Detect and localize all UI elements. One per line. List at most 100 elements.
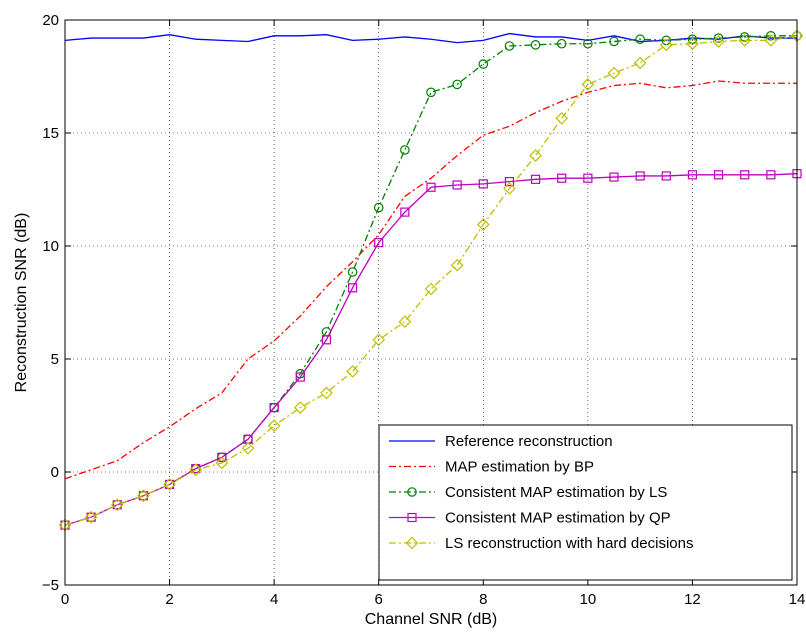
data-point [452, 79, 462, 90]
data-point [295, 372, 305, 382]
data-point [687, 34, 698, 45]
data-point [269, 402, 279, 413]
plot-frame [64, 19, 798, 586]
data-point [713, 33, 724, 43]
legend-label: Consistent MAP estimation by QP [445, 510, 671, 527]
series-5 [58, 29, 804, 532]
x-tick-label: 14 [789, 591, 806, 608]
legend-label: MAP estimation by BP [445, 459, 594, 476]
data-point [530, 40, 541, 50]
data-point [478, 59, 489, 69]
data-point [529, 149, 542, 162]
data-point [712, 35, 725, 48]
legend-marker [407, 512, 417, 523]
data-point [713, 170, 724, 180]
data-point [321, 335, 332, 345]
data-point [557, 173, 567, 183]
data-point [609, 36, 619, 47]
data-point [189, 463, 203, 477]
x-tick-label: 10 [580, 591, 597, 608]
data-point [581, 78, 595, 91]
x-tick-label: 2 [165, 591, 173, 608]
x-tick-label: 12 [684, 591, 701, 608]
x-tick-label: 4 [270, 591, 278, 608]
y-axis-label: Reconstruction SNR (dB) [13, 213, 30, 393]
data-point [86, 512, 96, 522]
legend-marker [407, 487, 417, 497]
data-point [426, 87, 436, 98]
series-line [64, 35, 798, 526]
data-point [241, 441, 255, 455]
data-point [347, 267, 358, 277]
data-point [687, 170, 698, 180]
data-point [293, 401, 307, 414]
y-tick-label: 10 [42, 238, 59, 255]
legend-box [378, 424, 793, 581]
data-point [766, 170, 776, 180]
x-axis-label: Channel SNR (dB) [365, 611, 498, 628]
data-point [555, 111, 569, 125]
data-point [452, 180, 462, 190]
x-tick-label: 6 [375, 591, 383, 608]
legend-label: Reference reconstruction [445, 433, 613, 450]
legend-label: LS reconstruction with hard decisions [445, 535, 693, 552]
data-point [424, 282, 438, 296]
data-point [607, 66, 621, 80]
series-line [64, 80, 797, 480]
data-point [400, 145, 410, 155]
data-point [633, 56, 647, 70]
data-point [398, 315, 412, 329]
data-point [738, 33, 752, 47]
x-tick-label: 8 [479, 591, 487, 608]
data-point [373, 202, 384, 213]
y-tick-label: 0 [51, 464, 59, 481]
data-point [739, 32, 750, 42]
x-tick-label: 0 [61, 591, 69, 608]
data-point [504, 176, 515, 187]
data-point [400, 207, 410, 217]
data-point [635, 34, 645, 45]
data-point [112, 500, 122, 510]
data-point [476, 218, 490, 231]
data-point [530, 174, 541, 184]
y-tick-label: 15 [42, 125, 59, 142]
data-point [556, 38, 567, 49]
data-point [347, 283, 358, 293]
data-point [372, 333, 386, 347]
data-point [583, 173, 593, 183]
data-point [503, 182, 516, 195]
data-point [609, 172, 619, 182]
data-point [504, 41, 515, 51]
data-point [583, 38, 593, 49]
data-point [215, 456, 229, 470]
legend-label: Consistent MAP estimation by LS [445, 484, 667, 501]
data-point [217, 452, 227, 462]
data-point [374, 238, 384, 248]
data-point [686, 37, 699, 51]
data-point [635, 171, 645, 181]
data-point [764, 33, 778, 47]
y-tick-label: 5 [51, 351, 59, 368]
legend: Reference reconstruction MAP estimation b… [378, 424, 793, 581]
series-2 [64, 80, 797, 480]
data-point [163, 478, 176, 491]
data-point [320, 386, 333, 400]
data-point [164, 479, 175, 490]
data-point [138, 491, 149, 501]
y-tick-label: 20 [42, 12, 59, 29]
data-point [346, 365, 359, 378]
legend-marker [405, 536, 419, 550]
data-point [478, 179, 488, 189]
data-point [110, 498, 124, 512]
data-point [450, 258, 464, 272]
data-point [137, 489, 150, 503]
series-line [64, 173, 798, 526]
data-point [740, 170, 750, 180]
series-line [64, 35, 797, 526]
data-point [267, 419, 281, 433]
series-layer [58, 29, 804, 532]
data-point [659, 38, 673, 52]
data-point [426, 182, 436, 192]
